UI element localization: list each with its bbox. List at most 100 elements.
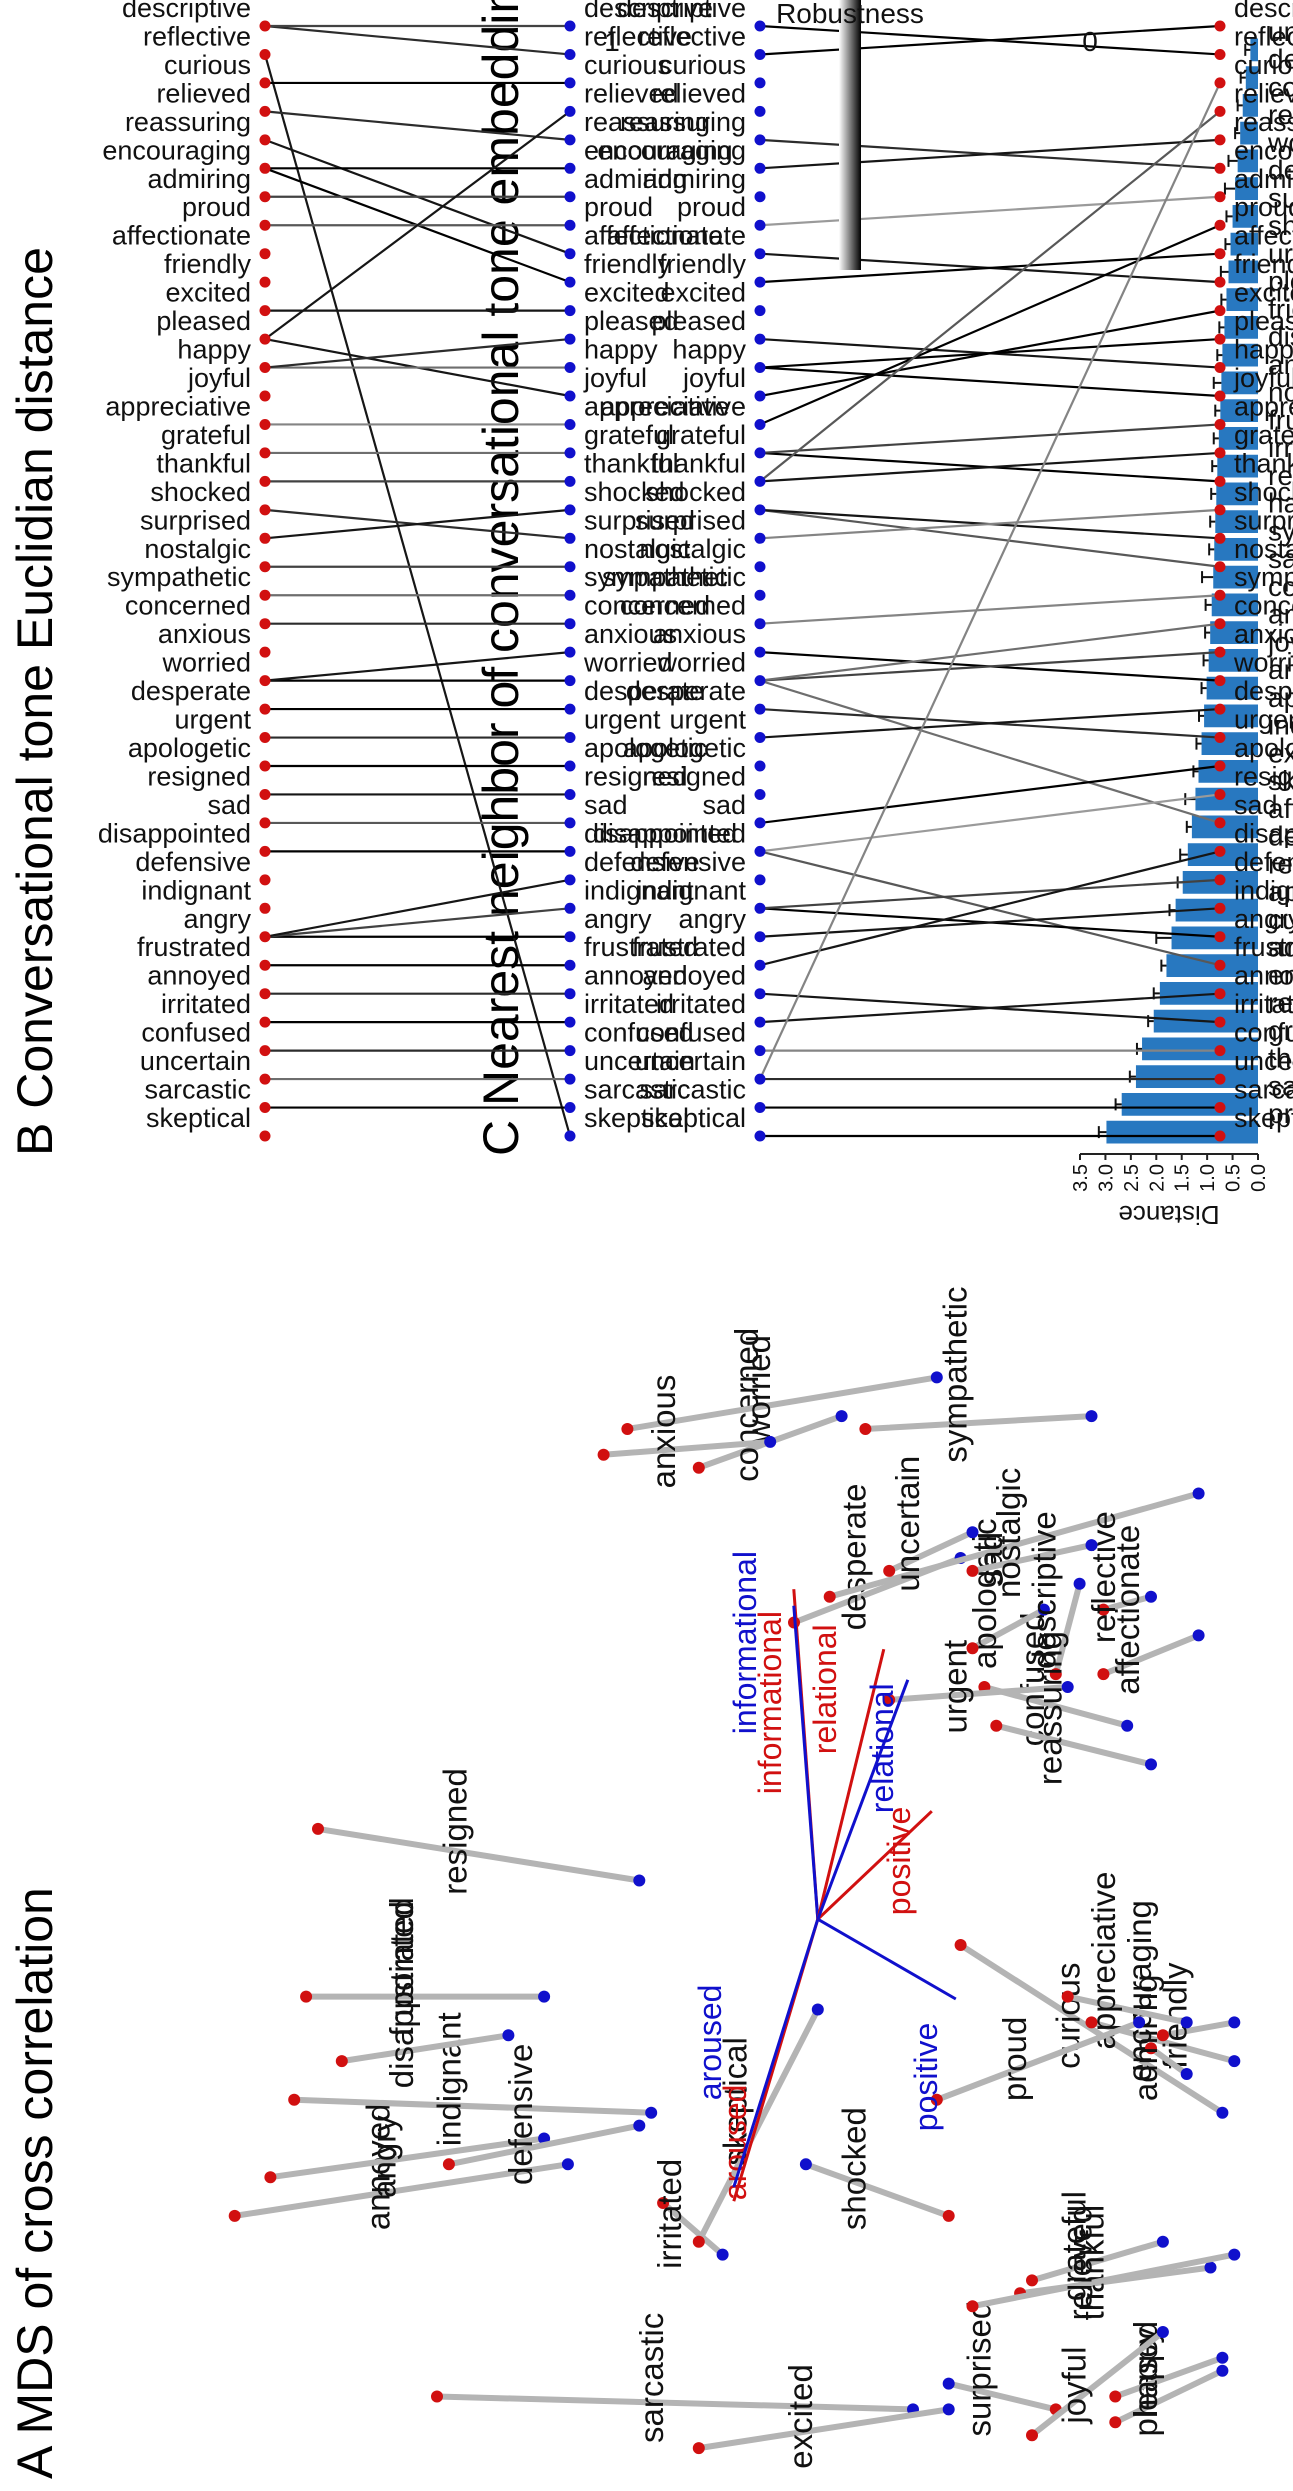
mds-point-blue — [1228, 2055, 1241, 2068]
nn-link-right — [264, 337, 571, 369]
nn-node — [564, 105, 576, 117]
nn-tone-label: sarcastic — [144, 1075, 251, 1105]
nn-node — [1214, 1016, 1226, 1028]
nn-node — [1214, 475, 1226, 487]
nn-node — [259, 77, 271, 89]
mds-point-red — [621, 1423, 634, 1435]
mds-point-red — [228, 2209, 241, 2222]
mds-point-red — [657, 2197, 670, 2209]
nn-node — [1214, 162, 1226, 174]
mds-point-red — [1097, 1668, 1110, 1681]
nn-tone-label: defensive — [1234, 847, 1293, 877]
nn-tone-label: happy — [177, 335, 251, 365]
nn-tone-label: shocked — [584, 477, 685, 507]
nn-tone-label: curious — [659, 50, 746, 80]
nn-tone-label: relieved — [1234, 78, 1293, 108]
nn-node — [564, 504, 576, 516]
nn-node — [754, 333, 766, 345]
bar — [1191, 815, 1259, 839]
nn-tone-label: skeptical — [641, 1103, 746, 1133]
colorbar-title: Robustness — [776, 0, 924, 29]
mds-label: apologetic — [966, 1518, 1003, 1668]
mds-point-blue — [930, 1371, 943, 1384]
nn-node — [1214, 362, 1226, 374]
mds-point-red — [692, 2442, 705, 2455]
nn-node — [564, 817, 576, 829]
y-tick-label: 2.5 — [1121, 1164, 1143, 1192]
bar — [1216, 482, 1258, 506]
nn-link-left — [759, 622, 1221, 682]
nn-node — [259, 959, 271, 971]
nn-tone-label: defensive — [630, 847, 746, 877]
mds-label: reassuring — [1032, 1631, 1069, 1785]
bar — [1250, 38, 1259, 62]
nn-link-left — [759, 850, 1221, 967]
mds-point-blue — [942, 2377, 955, 2390]
nn-tone-label: uncertain — [140, 1046, 251, 1076]
nn-tone-label: apologetic — [1234, 733, 1293, 763]
nn-tone-label: nostalgic — [584, 534, 691, 564]
nn-tone-label: uncertain — [584, 1046, 695, 1076]
x-tick-label: appreciative — [1268, 876, 1293, 907]
nn-node — [564, 1130, 576, 1142]
mds-segment — [434, 2393, 916, 2413]
nn-node — [564, 931, 576, 943]
nn-tone-label: affectionate — [1234, 221, 1293, 251]
nn-tone-label: apologetic — [623, 733, 746, 763]
nn-tone-label: anxious — [653, 619, 746, 649]
nn-node — [259, 390, 271, 402]
nn-tone-label: annoyed — [1234, 961, 1293, 991]
nn-link-right — [264, 878, 571, 938]
nn-node — [564, 988, 576, 1000]
mds-segment — [1052, 1580, 1083, 1678]
mds-segment — [802, 2161, 952, 2219]
nn-tone-label: happy — [672, 335, 746, 365]
bar — [1195, 787, 1258, 811]
mds-segment — [957, 1942, 1226, 2116]
nn-node — [259, 248, 271, 260]
nn-node — [1214, 276, 1226, 288]
nn-tone-label: skeptical — [584, 1103, 689, 1133]
nn-node — [754, 931, 766, 943]
nn-node — [564, 162, 576, 174]
nn-node — [259, 675, 271, 687]
mds-label: disappointed — [383, 1901, 420, 2088]
nn-tone-label: irritated — [1234, 989, 1293, 1019]
y-tick-label: 2.0 — [1146, 1164, 1168, 1192]
nn-node — [754, 447, 766, 459]
mds-point-blue — [1216, 2364, 1229, 2377]
nn-tone-label: resigned — [584, 761, 688, 791]
panel-c-title: C Nearest neighbor of conversational ton… — [473, 0, 529, 1156]
mds-segment — [1148, 2045, 1190, 2077]
nn-node — [564, 561, 576, 573]
nn-tone-label: admiring — [642, 164, 746, 194]
nn-link-right — [264, 508, 571, 540]
mds-point-blue — [1037, 1603, 1050, 1616]
nn-link-left — [759, 594, 1221, 625]
nn-node — [754, 618, 766, 630]
mds-point-red — [966, 1564, 979, 1577]
mds-point-blue — [561, 2158, 574, 2171]
nn-node — [564, 675, 576, 687]
nn-node — [564, 418, 576, 430]
nn-tone-label: pleased — [651, 306, 746, 336]
nn-tone-label: reflective — [1234, 21, 1293, 51]
nn-tone-label: relieved — [651, 78, 746, 108]
nn-tone-label: descriptive — [584, 0, 713, 23]
nn-tone-label: sad — [1234, 790, 1278, 820]
mds-segment — [445, 2122, 643, 2168]
nn-node — [259, 618, 271, 630]
nn-tone-label: joyful — [1233, 363, 1293, 393]
nn-tone-label: appreciative — [600, 391, 746, 421]
nn-node — [564, 1073, 576, 1085]
mds-label: relieved — [1061, 2205, 1098, 2321]
nn-tone-label: appreciative — [1234, 391, 1293, 421]
nn-tone-label: defensive — [584, 847, 700, 877]
nn-tone-label: disappointed — [593, 818, 746, 848]
colorbar-max-label: 1 — [604, 26, 620, 57]
mds-axis-label: informational — [752, 1611, 788, 1794]
mds-label: indignant — [431, 2012, 468, 2146]
mds-point-blue — [1085, 1539, 1098, 1552]
